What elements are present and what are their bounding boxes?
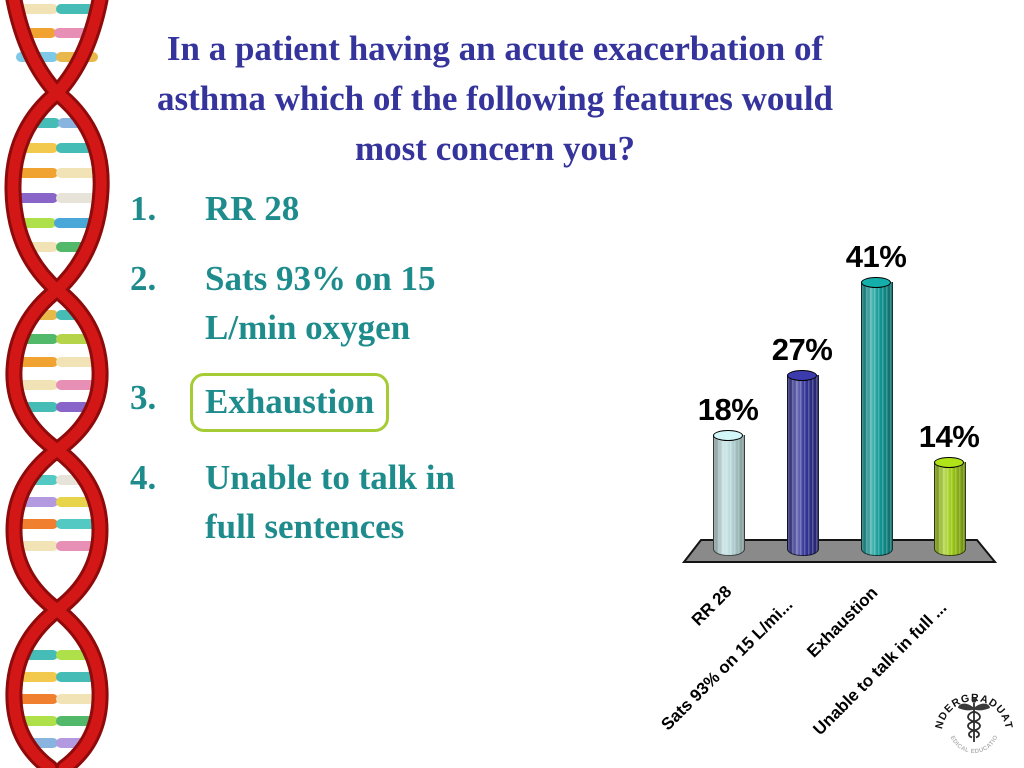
bar-sats93 bbox=[787, 375, 819, 556]
bar-unable-to-talk bbox=[934, 461, 966, 556]
question-title-line: most concern you? bbox=[355, 129, 635, 169]
dna-strands bbox=[4, 0, 110, 768]
poll-results-bar-chart: 18% 27% 41% 14% RR 28 Sats 93% on 15 L/m… bbox=[657, 230, 1024, 768]
question-title: In a patient having an acute exacerbatio… bbox=[100, 24, 890, 174]
value-label-rr28: 18% bbox=[697, 392, 759, 428]
answer-option-2: 2. Sats 93% on 15 L/min oxygen bbox=[130, 254, 600, 352]
value-label-unable-to-talk: 14% bbox=[918, 418, 980, 454]
answer-option-3-highlighted: 3. Exhaustion bbox=[130, 373, 600, 432]
answer-options-list: 1. RR 28 2. Sats 93% on 15 L/min oxygen 3… bbox=[130, 184, 600, 572]
option-number: 4. bbox=[130, 458, 157, 497]
answer-highlight-box: Exhaustion bbox=[190, 373, 390, 432]
answer-option-4: 4. Unable to talk in full sentences bbox=[130, 453, 600, 551]
question-title-line: In a patient having an acute exacerbatio… bbox=[166, 29, 824, 68]
caduceus-icon bbox=[958, 698, 990, 742]
option-text: Sats 93% on 15 bbox=[205, 259, 436, 298]
question-title-line: asthma which of the following features w… bbox=[156, 79, 834, 119]
bar-rr28 bbox=[713, 435, 745, 556]
option-text: RR 28 bbox=[205, 189, 300, 228]
option-text: Unable to talk in bbox=[205, 458, 455, 497]
undergraduate-logo: UNDERGRADUATE MEDICAL EDUCATION bbox=[931, 677, 1014, 755]
chart-floor-platform bbox=[681, 539, 998, 563]
dna-helix-image bbox=[4, 0, 110, 768]
bar-exhaustion bbox=[861, 281, 893, 556]
option-number: 3. bbox=[130, 378, 157, 417]
answer-option-1: 1. RR 28 bbox=[130, 184, 600, 233]
option-text: Exhaustion bbox=[205, 382, 375, 421]
value-label-sats93: 27% bbox=[771, 332, 833, 368]
option-number: 1. bbox=[130, 189, 157, 228]
option-number: 2. bbox=[130, 259, 157, 298]
value-label-exhaustion: 41% bbox=[845, 238, 907, 274]
